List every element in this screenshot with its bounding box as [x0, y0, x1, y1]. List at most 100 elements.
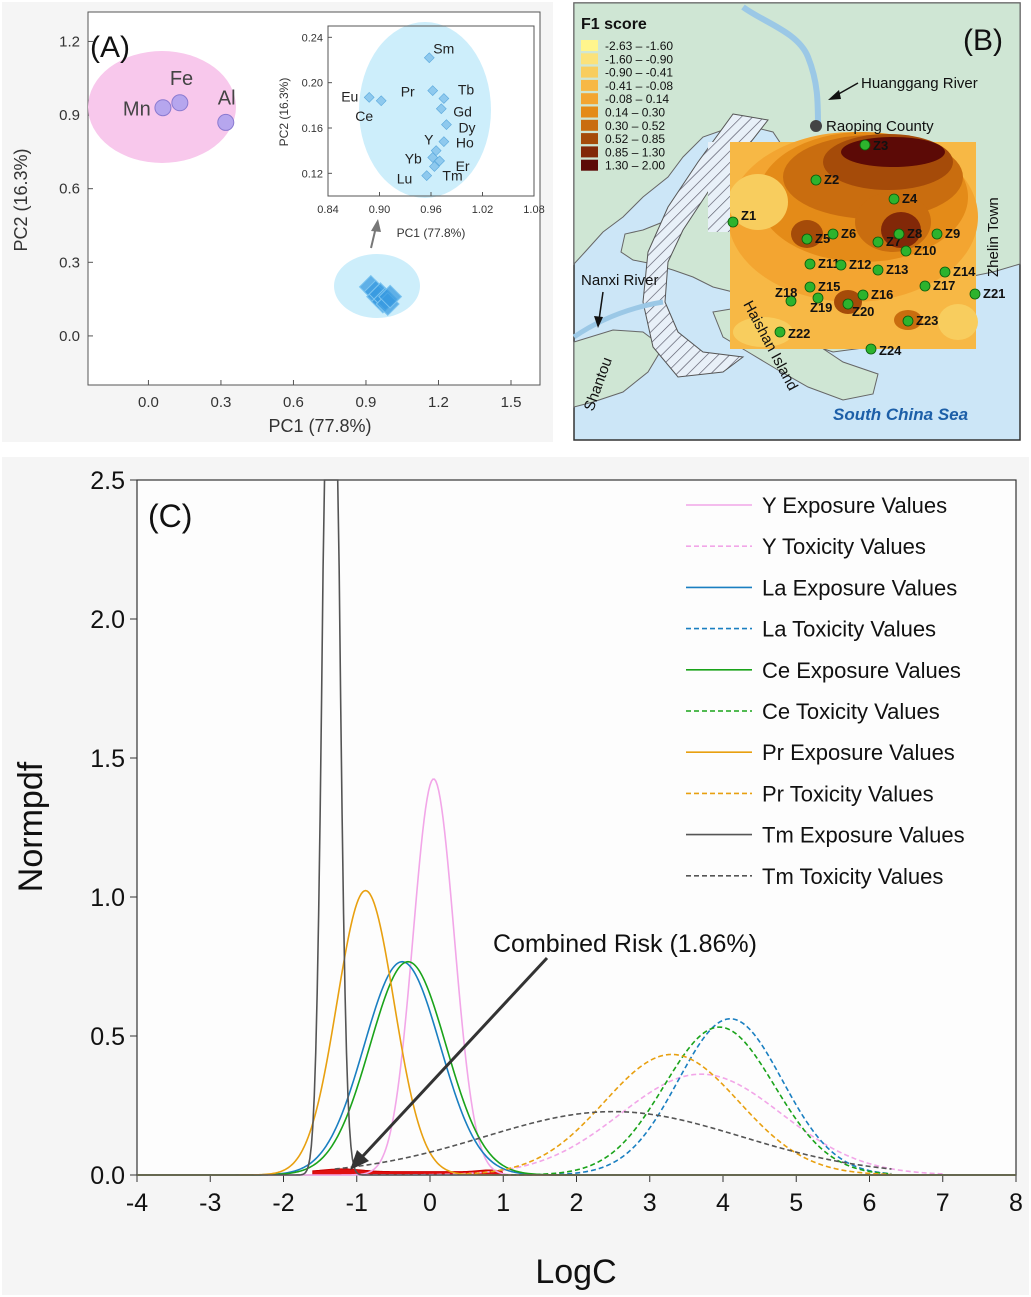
- a-ytick-label: 1.2: [59, 33, 80, 50]
- site-marker-z9: [931, 228, 943, 240]
- site-label: Z11: [818, 256, 840, 271]
- inset-point-label: Pr: [401, 84, 415, 100]
- combined-risk-arrow: [350, 956, 549, 1170]
- f1-legend-swatch: [581, 106, 598, 118]
- huanggang-river: [741, 4, 821, 128]
- a-xtick-label: 1.2: [428, 394, 449, 411]
- site-label: Z20: [852, 304, 874, 319]
- f1-legend-label: -2.63 – -1.60: [605, 39, 673, 53]
- panel-c-plot-area: [136, 479, 1017, 1176]
- f1-legend-swatch: [581, 40, 598, 51]
- c-legend-label: Pr Toxicity Values: [762, 781, 934, 806]
- site-marker-z14: [939, 266, 951, 278]
- f1-legend-label: -0.41 – -0.08: [605, 79, 673, 93]
- pca-cluster-point: [378, 284, 403, 309]
- site-marker-z2: [810, 174, 822, 186]
- panel-b-map: F1 score -2.63 – -1.60-1.60 – -0.90-0.90…: [573, 2, 1021, 441]
- site-label: Z6: [841, 226, 856, 241]
- site-marker-z10: [900, 245, 912, 257]
- zhelin-town-label: Zhelin Town: [985, 197, 1002, 277]
- inset-point-label: Tb: [458, 82, 475, 98]
- panel-a-xlabel: PC1 (77.8%): [268, 416, 371, 436]
- c-xtick-label: 6: [863, 1189, 877, 1217]
- site-marker-z7: [872, 236, 884, 248]
- site-label: Z5: [815, 231, 830, 246]
- site-marker-z23: [902, 315, 914, 327]
- inset-xtick-label: 0.96: [420, 204, 441, 216]
- curve-la-toxicity-values: [503, 1017, 892, 1176]
- inset-point-label: Ce: [355, 108, 373, 124]
- inset-arrow: [370, 219, 381, 249]
- curve-tm-toxicity-values: [334, 1110, 892, 1170]
- f1-legend-label: -0.90 – -0.41: [605, 66, 673, 80]
- site-label: Z21: [983, 286, 1005, 301]
- c-xtick-label: 8: [1009, 1189, 1023, 1217]
- c-xtick-label: 4: [716, 1189, 730, 1217]
- site-label: Z9: [945, 226, 960, 241]
- inset-ytick-label: 0.12: [302, 168, 323, 180]
- f1-legend-label: 0.52 – 0.85: [605, 132, 665, 146]
- site-marker-z13: [872, 264, 884, 276]
- inset-point-label: Y: [424, 132, 434, 148]
- a-ytick-label: 0.3: [59, 254, 80, 271]
- pca-point-fe: [171, 94, 189, 112]
- pca-point-label: Fe: [170, 68, 193, 90]
- inset-point-label: Yb: [405, 150, 422, 166]
- huanggang-arrow: [828, 82, 859, 100]
- inset-point-label: Lu: [397, 171, 413, 187]
- f1-score-raster: [728, 132, 978, 349]
- site-marker-z17: [919, 280, 931, 292]
- c-xtick-label: 2: [570, 1189, 584, 1217]
- a-ytick-label: 0.6: [59, 181, 80, 198]
- site-label: Z17: [933, 278, 955, 293]
- nanxi-river: [573, 299, 664, 340]
- c-legend-label: La Exposure Values: [762, 575, 957, 600]
- f1-legend-swatch: [581, 146, 598, 158]
- c-legend-label: La Toxicity Values: [762, 617, 936, 642]
- c-legend-label: Tm Exposure Values: [762, 823, 965, 848]
- f1-legend-label: 0.85 – 1.30: [605, 145, 665, 159]
- c-xtick-label: 3: [643, 1189, 657, 1217]
- panel-c-xlabel: LogC: [535, 1253, 616, 1291]
- site-label: Z18: [775, 285, 797, 300]
- site-label: Z14: [953, 264, 976, 279]
- shantou-land: [573, 329, 664, 408]
- c-legend-label: Ce Exposure Values: [762, 658, 961, 683]
- inset-point-eu: [363, 92, 375, 103]
- site-marker-z24: [865, 343, 877, 355]
- raoping-county-marker: [810, 120, 822, 132]
- site-label: Z10: [914, 243, 936, 258]
- inset-point-label: Tm: [442, 168, 462, 184]
- f1-legend-swatch: [581, 93, 598, 105]
- inset-ytick-label: 0.24: [302, 32, 323, 44]
- c-ytick-label: 2.5: [90, 467, 125, 495]
- site-marker-z19: [812, 292, 824, 304]
- site-label: Z1: [741, 208, 756, 223]
- inset-point-sm: [423, 52, 435, 64]
- inset-point-dy: [441, 119, 452, 130]
- f1-legend-swatch: [581, 79, 598, 91]
- site-marker-z20: [842, 298, 854, 310]
- site-label: Z2: [824, 172, 839, 187]
- a-xtick-label: 0.3: [211, 394, 232, 411]
- inset-xtick-label: 1.08: [523, 204, 544, 216]
- site-label: Z4: [902, 191, 918, 206]
- f1-legend-label: 0.30 – 0.52: [605, 119, 665, 133]
- f1-legend-label: 1.30 – 2.00: [605, 159, 665, 173]
- curve-pr-toxicity-values: [466, 1053, 892, 1176]
- site-label: Z8: [907, 226, 922, 241]
- f1-legend-label: -1.60 – -0.90: [605, 52, 673, 66]
- a-xtick-label: 0.6: [283, 394, 304, 411]
- f1-legend-swatch: [581, 119, 598, 131]
- site-marker-z21: [969, 288, 981, 300]
- pca-point-label: Mn: [123, 99, 151, 121]
- c-xtick-label: -4: [126, 1189, 148, 1217]
- c-ytick-label: 1.0: [90, 884, 125, 912]
- c-xtick-label: 5: [789, 1189, 803, 1217]
- inset-xlabel: PC1 (77.8%): [397, 226, 466, 240]
- c-legend-label: Y Toxicity Values: [762, 534, 926, 559]
- site-marker-z18: [785, 295, 797, 307]
- panel-c-label: (C): [148, 498, 192, 534]
- site-marker-z12: [835, 259, 847, 271]
- inset-point-label: Sm: [433, 41, 454, 57]
